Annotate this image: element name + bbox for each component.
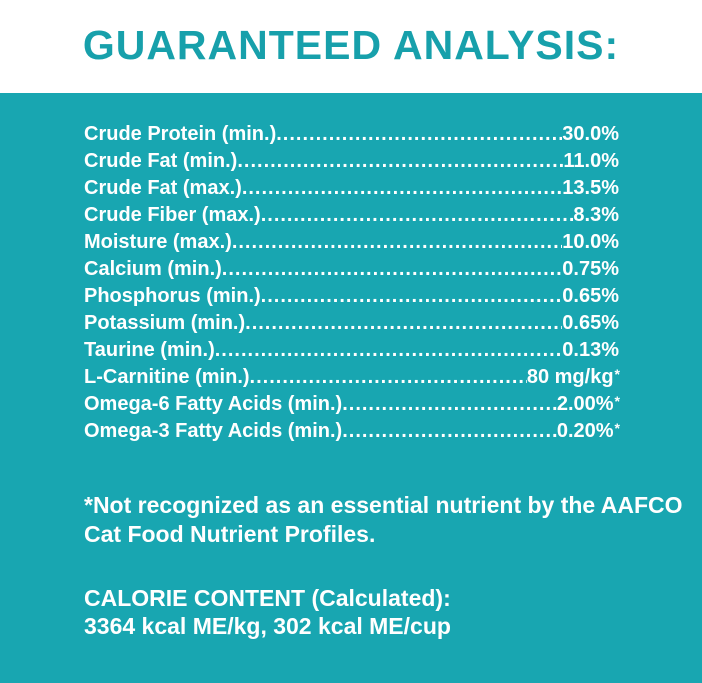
analysis-row: L-Carnitine (min.) 80 mg/kg* [84,364,620,391]
dot-leader [242,175,562,202]
dot-leader [232,229,562,256]
nutrient-value: 2.00% [556,393,614,415]
nutrient-label: Taurine (min.) [84,339,215,361]
analysis-row: Omega-3 Fatty Acids (min.) 0.20%* [84,418,620,445]
nutrient-label: Crude Protein (min.) [84,123,277,145]
dot-leader [250,364,527,391]
nutrient-value: 10.0% [562,231,619,253]
dot-leader [342,391,557,418]
dot-leader [276,121,562,148]
nutrient-value: 0.75% [562,258,619,280]
nutrient-value: 80 mg/kg [526,366,614,388]
header: GUARANTEED ANALYSIS: [0,0,702,93]
analysis-row: Crude Fat (min.) 11.0% [84,148,620,175]
calorie-heading: CALORIE CONTENT (Calculated): [84,585,451,611]
nutrient-label: Moisture (max.) [84,231,232,253]
page-title: GUARANTEED ANALYSIS: [82,22,620,68]
dot-leader [245,310,562,337]
calorie-content: CALORIE CONTENT (Calculated): 3364 kcal … [84,584,684,640]
nutrient-value: 30.0% [562,123,619,145]
analysis-row: Crude Protein (min.) 30.0% [84,121,620,148]
nutrient-label: Omega-6 Fatty Acids (min.) [84,393,343,415]
nutrient-label: Calcium (min.) [84,258,222,280]
nutrient-label: Crude Fat (max.) [84,177,242,199]
dot-leader [222,256,562,283]
footnote-marker: * [614,393,620,409]
dot-leader [215,337,563,364]
nutrient-label: Crude Fat (min.) [84,150,238,172]
nutrient-value: 0.13% [562,339,619,361]
calorie-value: 3364 kcal ME/kg, 302 kcal ME/cup [84,613,451,639]
nutrient-value: 13.5% [562,177,619,199]
footnote-marker: * [614,420,620,436]
analysis-row: Taurine (min.) 0.13% [84,337,620,364]
dot-leader [342,418,557,445]
analysis-row: Potassium (min.) 0.65% [84,310,620,337]
nutrient-value: 0.65% [562,312,619,334]
analysis-panel: Crude Protein (min.) 30.0% Crude Fat (min… [0,93,702,683]
analysis-row: Moisture (max.) 10.0% [84,229,620,256]
dot-leader [237,148,563,175]
footnote-marker: * [614,366,620,382]
nutrient-value: 0.20% [556,420,614,442]
dot-leader [261,283,563,310]
analysis-row: Omega-6 Fatty Acids (min.) 2.00%* [84,391,620,418]
analysis-row: Crude Fat (max.) 13.5% [84,175,620,202]
nutrient-label: Potassium (min.) [84,312,246,334]
analysis-list: Crude Protein (min.) 30.0% Crude Fat (min… [84,121,620,445]
nutrient-label: Omega-3 Fatty Acids (min.) [84,420,343,442]
nutrient-value: 0.65% [562,285,619,307]
nutrient-label: Phosphorus (min.) [84,285,261,307]
analysis-row: Crude Fiber (max.) 8.3% [84,202,620,229]
nutrient-label: Crude Fiber (max.) [84,204,261,226]
nutrient-label: L-Carnitine (min.) [84,366,250,388]
dot-leader [261,202,574,229]
nutrient-value: 11.0% [563,150,619,172]
nutrient-value: 8.3% [573,204,619,226]
analysis-row: Calcium (min.) 0.75% [84,256,620,283]
analysis-row: Phosphorus (min.) 0.65% [84,283,620,310]
footnote-text: *Not recognized as an essential nutrient… [84,492,683,547]
